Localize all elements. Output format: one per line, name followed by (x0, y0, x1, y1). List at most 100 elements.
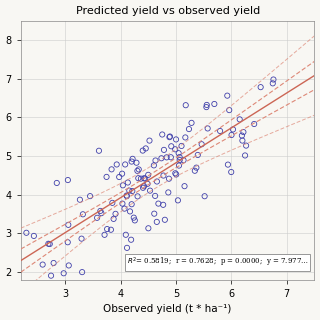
Point (132, 218, 137, 223)
Point (135, 168, 140, 173)
Point (162, 217, 167, 222)
Point (116, 174, 122, 180)
Point (176, 151, 181, 156)
Point (172, 147, 178, 152)
Point (258, 84, 263, 90)
Point (177, 155, 182, 160)
Point (120, 201, 125, 206)
Point (47, 242, 52, 247)
Point (140, 185, 146, 190)
Point (270, 81, 275, 86)
Point (124, 193, 129, 198)
Point (161, 147, 166, 152)
Point (205, 126, 210, 131)
Point (61, 271, 66, 276)
Title: Predicted yield vs observed yield: Predicted yield vs observed yield (76, 5, 260, 16)
Point (129, 237, 134, 242)
Point (143, 146, 148, 151)
Point (136, 176, 141, 181)
Point (46, 241, 51, 246)
Point (146, 226, 151, 231)
Point (152, 211, 157, 216)
Point (120, 183, 125, 188)
Point (145, 181, 150, 186)
Point (252, 121, 257, 126)
Point (120, 171, 125, 176)
Point (169, 144, 174, 149)
Point (88, 194, 93, 199)
Point (65, 240, 70, 245)
Point (183, 103, 188, 108)
Point (54, 180, 59, 186)
Point (156, 201, 161, 206)
Point (199, 142, 204, 147)
Point (31, 233, 36, 238)
Point (80, 269, 85, 275)
Point (127, 209, 132, 214)
Point (204, 102, 209, 108)
Point (166, 190, 171, 195)
Point (154, 219, 159, 224)
Point (131, 215, 136, 220)
Point (202, 194, 207, 199)
Point (66, 222, 71, 228)
Point (40, 262, 45, 267)
Point (122, 206, 127, 211)
Point (127, 188, 132, 193)
Point (164, 155, 169, 160)
Point (244, 143, 249, 148)
Point (94, 215, 100, 220)
Point (175, 198, 180, 203)
Point (49, 273, 54, 278)
Point (153, 193, 158, 198)
Point (229, 132, 234, 138)
Point (189, 120, 194, 125)
Point (167, 135, 172, 140)
Point (65, 178, 70, 183)
Point (168, 155, 173, 160)
Point (212, 101, 217, 107)
Point (181, 158, 186, 163)
Point (239, 133, 244, 138)
Point (187, 126, 192, 132)
Point (240, 138, 245, 143)
Point (218, 128, 223, 133)
Point (227, 108, 232, 113)
Point (130, 188, 135, 194)
Point (161, 173, 166, 178)
Point (173, 171, 178, 176)
Point (105, 227, 110, 232)
Point (125, 180, 130, 185)
Point (104, 174, 109, 180)
Point (141, 184, 147, 189)
Point (24, 230, 29, 235)
Point (140, 148, 145, 153)
Point (160, 132, 165, 137)
Point (114, 162, 119, 167)
Point (138, 176, 143, 181)
Point (129, 159, 134, 164)
Point (241, 130, 246, 135)
Text: $R^2$= 0.5819;  r = 0.7628;  p = 0.0000;  y = 7.977…: $R^2$= 0.5819; r = 0.7628; p = 0.0000; y… (127, 256, 308, 269)
Point (136, 167, 141, 172)
Point (225, 93, 230, 98)
Point (123, 162, 128, 167)
Point (77, 197, 83, 202)
Point (154, 179, 159, 184)
Point (229, 170, 234, 175)
Point (243, 153, 248, 158)
Point (111, 216, 116, 221)
Point (161, 202, 166, 207)
Point (146, 172, 151, 177)
Point (129, 202, 134, 207)
Point (51, 260, 56, 266)
Point (123, 232, 128, 237)
Point (237, 117, 242, 122)
Point (113, 211, 118, 216)
Point (135, 194, 140, 199)
Point (271, 77, 276, 82)
Point (182, 184, 187, 189)
Point (80, 212, 85, 217)
Point (177, 157, 182, 163)
Point (159, 156, 164, 161)
